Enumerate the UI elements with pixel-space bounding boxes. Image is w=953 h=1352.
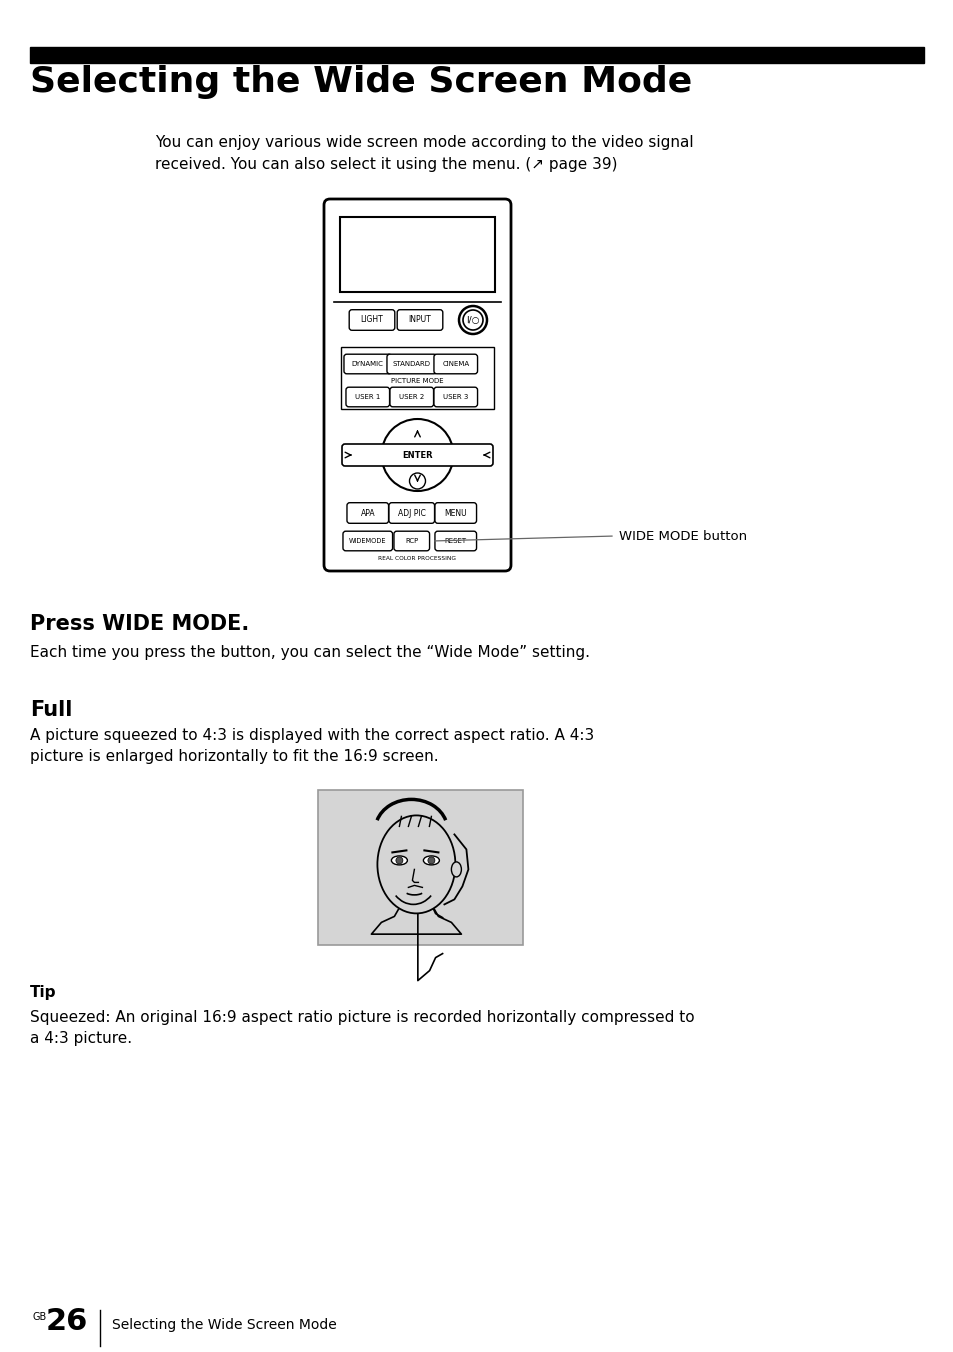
Ellipse shape bbox=[428, 857, 435, 864]
FancyBboxPatch shape bbox=[435, 531, 476, 550]
Text: A picture squeezed to 4:3 is displayed with the correct aspect ratio. A 4:3
pict: A picture squeezed to 4:3 is displayed w… bbox=[30, 727, 594, 764]
FancyBboxPatch shape bbox=[341, 443, 493, 466]
Text: WIDE MODE button: WIDE MODE button bbox=[618, 530, 746, 542]
Text: INPUT: INPUT bbox=[408, 315, 431, 324]
Text: USER 1: USER 1 bbox=[355, 393, 380, 400]
Text: APA: APA bbox=[360, 508, 375, 518]
FancyBboxPatch shape bbox=[396, 310, 442, 330]
Text: ENTER: ENTER bbox=[402, 450, 433, 460]
Bar bbox=[339, 218, 495, 292]
Text: Press WIDE MODE.: Press WIDE MODE. bbox=[30, 614, 249, 634]
FancyBboxPatch shape bbox=[349, 310, 395, 330]
FancyBboxPatch shape bbox=[434, 354, 477, 373]
FancyBboxPatch shape bbox=[390, 387, 433, 407]
FancyBboxPatch shape bbox=[324, 199, 511, 571]
Text: DYNAMIC: DYNAMIC bbox=[352, 361, 383, 366]
Text: STANDARD: STANDARD bbox=[393, 361, 431, 366]
Text: 26: 26 bbox=[46, 1307, 89, 1336]
Text: Each time you press the button, you can select the “Wide Mode” setting.: Each time you press the button, you can … bbox=[30, 645, 589, 660]
Text: USER 3: USER 3 bbox=[442, 393, 468, 400]
Text: CINEMA: CINEMA bbox=[442, 361, 469, 366]
Ellipse shape bbox=[423, 856, 439, 865]
FancyBboxPatch shape bbox=[347, 503, 388, 523]
Text: LIGHT: LIGHT bbox=[360, 315, 383, 324]
FancyBboxPatch shape bbox=[343, 531, 393, 550]
Ellipse shape bbox=[395, 857, 402, 864]
Bar bbox=[340, 347, 494, 410]
Text: RESET: RESET bbox=[444, 538, 466, 544]
Text: WIDEMODE: WIDEMODE bbox=[349, 538, 386, 544]
Bar bbox=[317, 790, 522, 945]
Text: Selecting the Wide Screen Mode: Selecting the Wide Screen Mode bbox=[30, 65, 692, 99]
Text: USER 2: USER 2 bbox=[398, 393, 424, 400]
Text: RCP: RCP bbox=[405, 538, 418, 544]
Text: MENU: MENU bbox=[444, 508, 467, 518]
Text: PICTURE MODE: PICTURE MODE bbox=[391, 379, 443, 384]
FancyBboxPatch shape bbox=[394, 531, 429, 550]
FancyBboxPatch shape bbox=[346, 387, 389, 407]
Circle shape bbox=[409, 473, 425, 489]
Bar bbox=[30, 47, 923, 64]
Text: I/○: I/○ bbox=[466, 315, 479, 324]
Text: Squeezed: An original 16:9 aspect ratio picture is recorded horizontally compres: Squeezed: An original 16:9 aspect ratio … bbox=[30, 1010, 694, 1046]
FancyBboxPatch shape bbox=[389, 503, 435, 523]
Circle shape bbox=[381, 419, 453, 491]
FancyBboxPatch shape bbox=[344, 354, 391, 373]
Ellipse shape bbox=[451, 863, 461, 877]
FancyBboxPatch shape bbox=[435, 503, 476, 523]
FancyBboxPatch shape bbox=[434, 387, 477, 407]
Text: Selecting the Wide Screen Mode: Selecting the Wide Screen Mode bbox=[112, 1318, 336, 1332]
Text: Tip: Tip bbox=[30, 986, 56, 1000]
Text: REAL COLOR PROCESSING: REAL COLOR PROCESSING bbox=[378, 556, 456, 561]
Ellipse shape bbox=[377, 815, 455, 914]
FancyBboxPatch shape bbox=[387, 354, 436, 373]
Circle shape bbox=[462, 310, 482, 330]
Text: Full: Full bbox=[30, 700, 72, 721]
Text: ADJ PIC: ADJ PIC bbox=[397, 508, 425, 518]
Text: GB: GB bbox=[33, 1311, 48, 1322]
Text: You can enjoy various wide screen mode according to the video signal
received. Y: You can enjoy various wide screen mode a… bbox=[154, 135, 693, 172]
Circle shape bbox=[458, 306, 486, 334]
Ellipse shape bbox=[391, 856, 407, 865]
